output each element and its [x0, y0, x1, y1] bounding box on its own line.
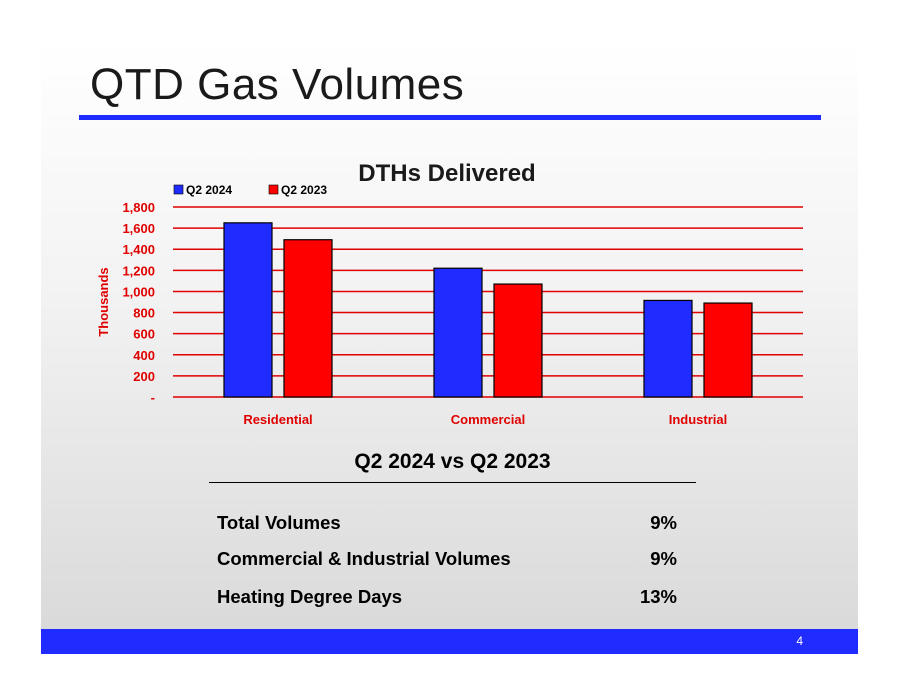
y-tick-label: 600	[133, 327, 155, 342]
footer-bar: 4	[41, 629, 858, 654]
bar-q2-2023	[703, 302, 753, 398]
legend-label: Q2 2024	[186, 183, 232, 197]
title-underline	[79, 115, 821, 120]
y-tick-label: 1,200	[122, 263, 155, 278]
stat-value: 9%	[650, 548, 677, 569]
y-tick-label: 800	[133, 306, 155, 321]
bar-chart: DTHs Delivered Q2 2024 Q2 2023 - 200 400 600 80…	[96, 160, 803, 427]
y-tick-label: 1,000	[122, 284, 155, 299]
y-tick-label: 1,400	[122, 242, 155, 257]
bar-q2-2023	[283, 239, 333, 398]
summary-title: Q2 2024 vs Q2 2023	[354, 450, 551, 473]
stat-value: 13%	[639, 586, 677, 607]
bar-q2-2023	[493, 283, 543, 398]
page-number: 4	[796, 634, 803, 648]
bar-q2-2024	[223, 222, 273, 398]
x-tick-label: Commercial	[451, 412, 525, 427]
stat-row-ci-volumes: Commercial & Industrial Volumes 9%	[217, 548, 677, 578]
chart-title: DTHs Delivered	[358, 160, 535, 187]
y-tick-label: 200	[133, 369, 155, 384]
y-tick-label: 400	[133, 348, 155, 363]
y-tick-label: 1,600	[122, 221, 155, 236]
y-axis-label: Thousands	[96, 267, 111, 336]
y-tick-label: -	[151, 390, 155, 405]
stat-row-total-volumes: Total Volumes 9%	[217, 512, 677, 542]
slide: QTD Gas Volumes DTHs Delivered Q2 2024 Q2 …	[41, 42, 858, 654]
summary-divider	[209, 482, 696, 483]
stat-label: Heating Degree Days	[217, 586, 403, 607]
bar-q2-2024	[433, 267, 483, 398]
y-tick-label: 1,800	[122, 200, 155, 215]
slide-title: QTD Gas Volumes	[90, 60, 465, 109]
x-tick-label: Industrial	[669, 412, 728, 427]
legend-swatch	[268, 184, 279, 195]
stat-value: 9%	[650, 512, 677, 533]
x-tick-label: Residential	[243, 412, 312, 427]
legend-swatch	[173, 184, 184, 195]
stat-label: Total Volumes	[217, 512, 341, 533]
legend-label: Q2 2023	[281, 183, 327, 197]
stat-label: Commercial & Industrial Volumes	[217, 548, 511, 569]
bar-q2-2024	[643, 299, 693, 398]
stat-row-heating-degree-days: Heating Degree Days 13%	[217, 586, 677, 616]
